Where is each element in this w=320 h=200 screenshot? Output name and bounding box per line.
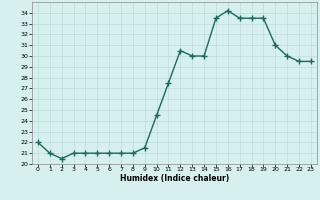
X-axis label: Humidex (Indice chaleur): Humidex (Indice chaleur) xyxy=(120,174,229,183)
